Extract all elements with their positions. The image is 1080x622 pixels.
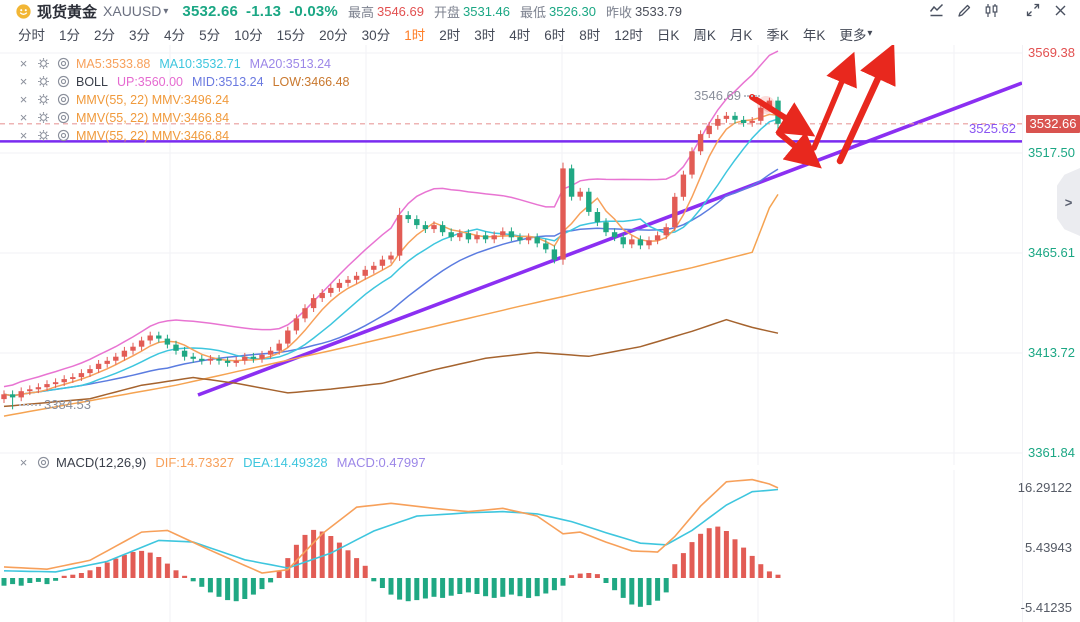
tab-30分[interactable]: 30分 <box>361 27 391 43</box>
tab-日K[interactable]: 日K <box>656 27 680 43</box>
indicator-settings-icon[interactable] <box>36 93 51 107</box>
panel-expander[interactable]: > <box>1057 168 1080 236</box>
macd-value: MACD:0.47997 <box>336 455 426 470</box>
price-tick: 3569.38 <box>1028 45 1075 61</box>
indicator-row-2: × MMV(55, 22) MMV:3496.24 <box>16 91 238 108</box>
tab-2分[interactable]: 2分 <box>94 27 116 43</box>
price-change: -1.13 <box>246 2 282 20</box>
tab-10分[interactable]: 10分 <box>234 27 263 43</box>
price-tick: 3517.50 <box>1028 145 1075 160</box>
remove-indicator-icon[interactable]: × <box>19 56 28 71</box>
session-high-label: 3546.69 <box>694 88 763 103</box>
indicator-visibility-icon[interactable] <box>56 129 71 143</box>
main-chart-canvas[interactable] <box>0 45 1022 465</box>
stat-最高: 最高 3546.69 <box>347 3 424 20</box>
symbol-dropdown-caret[interactable]: ▾ <box>163 5 169 17</box>
indicator-value: MA5:3533.88 <box>76 56 151 71</box>
trendline <box>197 81 1022 397</box>
indicator-row-1: × BOLL UP:3560.00 MID:3513.24 LOW:3466.48 <box>16 73 358 90</box>
tab-1时[interactable]: 1时 <box>404 27 426 43</box>
indicator-settings-icon[interactable] <box>36 57 51 71</box>
session-low-label: 3384.53 <box>16 397 91 412</box>
indicator-value: MA10:3532.71 <box>159 56 241 71</box>
support-price-label: 3525.62 <box>969 121 1016 136</box>
current-price-badge: 3532.66 <box>1026 114 1080 133</box>
symbol-name: 现货黄金 <box>37 3 98 21</box>
tab-5分[interactable]: 5分 <box>199 27 221 43</box>
axis-divider <box>1022 45 1023 622</box>
stat-昨收: 昨收 3533.79 <box>606 3 683 20</box>
header: 现货黄金 XAUUSD ▾ 3532.66 -1.13 -0.03% 最高 354… <box>0 0 1080 22</box>
macd-value: DIF:14.73327 <box>155 455 235 470</box>
annotation-arrows <box>749 45 896 169</box>
indicator-visibility-icon[interactable] <box>36 456 51 470</box>
macd-legend: × MACD(12,26,9) DIF:14.73327 DEA:14.49328 MA… <box>16 454 435 471</box>
indicator-value: MMV(55, 22) MMV:3466.84 <box>76 110 230 125</box>
remove-indicator-icon[interactable]: × <box>19 92 28 107</box>
stat-开盘: 开盘 3531.46 <box>433 3 510 20</box>
tab-4时[interactable]: 4时 <box>509 27 531 43</box>
price-tick: 3465.61 <box>1028 245 1075 260</box>
tab-6时[interactable]: 6时 <box>544 27 566 43</box>
indicator-visibility-icon[interactable] <box>56 93 71 107</box>
macd-value: DEA:14.49328 <box>243 455 328 470</box>
tab-年K[interactable]: 年K <box>802 27 826 43</box>
header-toolbar <box>920 1 1070 19</box>
tab-分时[interactable]: 分时 <box>18 27 45 43</box>
remove-indicator-icon[interactable]: × <box>19 455 28 470</box>
tab-2时[interactable]: 2时 <box>439 27 461 43</box>
indicator-settings-icon[interactable] <box>36 75 51 89</box>
remove-indicator-icon[interactable]: × <box>19 110 28 125</box>
macd-tick: -5.41235 <box>1020 599 1072 615</box>
tab-月K[interactable]: 月K <box>729 27 753 43</box>
last-price: 3532.66 <box>182 2 239 20</box>
indicator-value: BOLL <box>76 74 108 89</box>
macd-tick: 16.29122 <box>1017 479 1072 495</box>
close-icon[interactable] <box>1050 1 1070 19</box>
tab-more-dropdown[interactable]: 更多 ▾ <box>839 27 873 43</box>
candlestick-style-icon[interactable] <box>981 1 1001 19</box>
indicator-visibility-icon[interactable] <box>56 111 71 125</box>
tab-20分[interactable]: 20分 <box>319 27 348 43</box>
price-tick: 3413.72 <box>1028 345 1075 361</box>
tab-15分[interactable]: 15分 <box>276 27 306 43</box>
indicator-value: LOW:3466.48 <box>272 74 350 89</box>
tab-周K[interactable]: 周K <box>693 27 716 43</box>
gold-coin-icon <box>16 3 31 19</box>
indicator-visibility-icon[interactable] <box>56 57 71 71</box>
price-change-pct: -0.03% <box>289 2 338 20</box>
tab-3分[interactable]: 3分 <box>129 27 151 43</box>
draw-pencil-icon[interactable] <box>954 1 974 19</box>
tab-1分[interactable]: 1分 <box>59 27 81 43</box>
macd-title: MACD(12,26,9) <box>56 455 147 470</box>
stat-最低: 最低 3526.30 <box>520 3 597 20</box>
tab-8时[interactable]: 8时 <box>579 27 601 43</box>
indicator-row-4: × MMV(55, 22) MMV:3466.84 <box>16 127 238 144</box>
indicator-row-3: × MMV(55, 22) MMV:3466.84 <box>16 109 238 126</box>
remove-indicator-icon[interactable]: × <box>19 74 28 89</box>
indicator-line-icon[interactable] <box>927 1 947 19</box>
remove-indicator-icon[interactable]: × <box>19 128 28 143</box>
indicator-visibility-icon[interactable] <box>56 75 71 89</box>
fullscreen-icon[interactable] <box>1023 1 1043 19</box>
indicator-row-0: × MA5:3533.88 MA10:3532.71 MA20:3513.24 <box>16 55 340 72</box>
tab-12时[interactable]: 12时 <box>614 27 643 43</box>
tab-4分[interactable]: 4分 <box>164 27 186 43</box>
timeframe-tabs: 分时 1分 2分 3分 4分 5分 10分 15分 20分 30分 1时 2时 3时 4时 6时 8时 12时日… <box>0 22 1080 45</box>
macd-chart-canvas[interactable] <box>0 470 1022 622</box>
indicator-value: UP:3560.00 <box>116 74 183 89</box>
indicator-value: MID:3513.24 <box>192 74 264 89</box>
indicator-settings-icon[interactable] <box>36 129 51 143</box>
price-tick: 3361.84 <box>1028 445 1075 460</box>
indicator-value: MMV(55, 22) MMV:3496.24 <box>76 92 230 107</box>
indicator-value: MA20:3513.24 <box>249 56 331 71</box>
indicator-settings-icon[interactable] <box>36 111 51 125</box>
indicator-value: MMV(55, 22) MMV:3466.84 <box>76 128 230 143</box>
chevron-right-icon: > <box>1064 194 1073 210</box>
tab-季K[interactable]: 季K <box>766 27 789 43</box>
symbol-code: XAUUSD <box>103 3 162 19</box>
tab-3时[interactable]: 3时 <box>474 27 496 43</box>
macd-tick: 5.43943 <box>1025 539 1072 555</box>
